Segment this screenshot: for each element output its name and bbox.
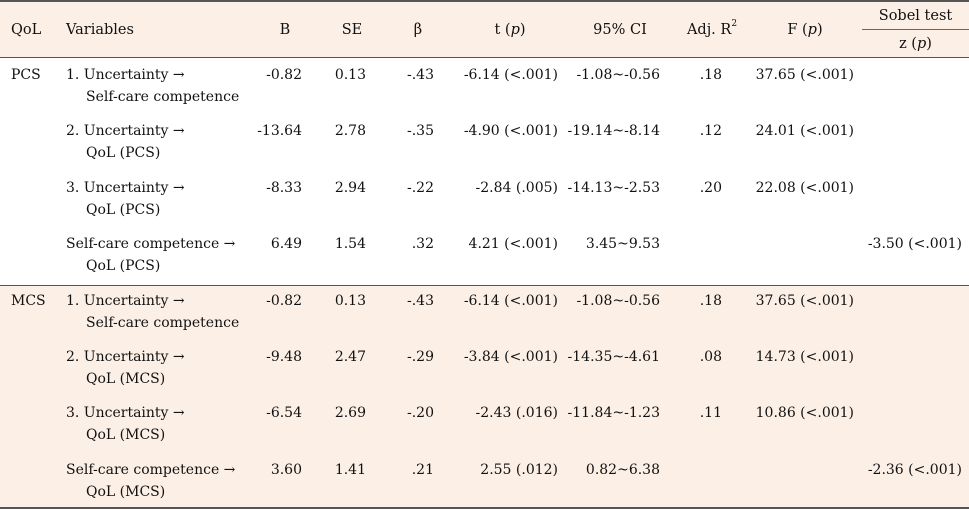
variable-line2: Self-care competence bbox=[86, 315, 240, 331]
beta-value: -.29 bbox=[407, 349, 434, 365]
variable-line2: QoL (MCS) bbox=[86, 484, 166, 500]
beta-value: .21 bbox=[411, 462, 434, 478]
beta-value: -.20 bbox=[407, 405, 434, 421]
se-value: 1.41 bbox=[334, 462, 366, 478]
se-value: 0.13 bbox=[334, 293, 366, 309]
mcs-band bbox=[0, 286, 969, 508]
b-value: 3.60 bbox=[270, 462, 302, 478]
se-value: 1.54 bbox=[334, 236, 366, 252]
t-value: -2.84 (.005) bbox=[475, 180, 558, 196]
header-se: SE bbox=[341, 22, 363, 38]
se-value: 0.13 bbox=[334, 67, 366, 83]
header-variables: Variables bbox=[66, 22, 134, 38]
b-value: -6.54 bbox=[266, 405, 302, 421]
variable-line2: QoL (MCS) bbox=[86, 427, 166, 443]
b-value: -13.64 bbox=[257, 123, 302, 139]
ci-value: -11.84~-1.23 bbox=[567, 405, 660, 421]
f-value: 22.08 (<.001) bbox=[755, 180, 854, 196]
variable-line2: QoL (PCS) bbox=[86, 145, 161, 161]
variable-line1: Self-care competence → bbox=[66, 462, 236, 478]
adjr-value: .12 bbox=[699, 123, 722, 139]
beta-value: .32 bbox=[411, 236, 434, 252]
header-beta: β bbox=[413, 22, 423, 38]
variable-line2: QoL (MCS) bbox=[86, 371, 166, 387]
variable-line2: QoL (PCS) bbox=[86, 258, 161, 274]
variable-line1: 1. Uncertainty → bbox=[66, 293, 185, 309]
adjr-value: .08 bbox=[699, 349, 722, 365]
header-b: B bbox=[279, 22, 291, 38]
variable-line1: Self-care competence → bbox=[66, 236, 236, 252]
adjr-value: .18 bbox=[699, 67, 722, 83]
variable-line1: 3. Uncertainty → bbox=[66, 180, 185, 196]
se-value: 2.69 bbox=[334, 405, 366, 421]
variable-line1: 2. Uncertainty → bbox=[66, 123, 185, 139]
t-value: -6.14 (<.001) bbox=[463, 67, 558, 83]
group-rule bbox=[0, 285, 969, 286]
b-value: -0.82 bbox=[266, 293, 302, 309]
b-value: -9.48 bbox=[266, 349, 302, 365]
beta-value: -.35 bbox=[407, 123, 434, 139]
header-sobel: Sobel test bbox=[878, 8, 953, 24]
adjr-value: .20 bbox=[699, 180, 722, 196]
se-value: 2.78 bbox=[334, 123, 366, 139]
variable-line2: Self-care competence bbox=[86, 89, 240, 105]
header-f: F (p) bbox=[787, 22, 823, 38]
header-band bbox=[0, 0, 969, 57]
group-label-pcs: PCS bbox=[11, 67, 41, 83]
b-value: 6.49 bbox=[270, 236, 302, 252]
t-value: 4.21 (<.001) bbox=[468, 236, 558, 252]
f-value: 37.65 (<.001) bbox=[755, 293, 854, 309]
group-label-mcs: MCS bbox=[11, 293, 46, 309]
header-z: z (p) bbox=[899, 36, 932, 52]
z-value: -2.36 (<.001) bbox=[867, 462, 962, 478]
adjr-value: .18 bbox=[699, 293, 722, 309]
t-value: 2.55 (.012) bbox=[480, 462, 558, 478]
header-t: t (p) bbox=[494, 22, 526, 38]
ci-value: 0.82~6.38 bbox=[585, 462, 660, 478]
z-value: -3.50 (<.001) bbox=[867, 236, 962, 252]
se-value: 2.94 bbox=[334, 180, 366, 196]
adjr-value: .11 bbox=[699, 405, 722, 421]
ci-value: -1.08~-0.56 bbox=[576, 293, 660, 309]
t-value: -3.84 (<.001) bbox=[463, 349, 558, 365]
top-rule bbox=[0, 0, 969, 2]
beta-value: -.22 bbox=[407, 180, 434, 196]
ci-value: -19.14~-8.14 bbox=[567, 123, 660, 139]
se-value: 2.47 bbox=[334, 349, 366, 365]
variable-line1: 1. Uncertainty → bbox=[66, 67, 185, 83]
b-value: -0.82 bbox=[266, 67, 302, 83]
b-value: -8.33 bbox=[266, 180, 302, 196]
variable-line2: QoL (PCS) bbox=[86, 202, 161, 218]
beta-value: -.43 bbox=[407, 67, 434, 83]
sobel-underline bbox=[862, 29, 969, 30]
t-value: -4.90 (<.001) bbox=[463, 123, 558, 139]
ci-value: -14.35~-4.61 bbox=[567, 349, 660, 365]
header-adjr: Adj. R2 bbox=[686, 19, 738, 38]
header-qol: QoL bbox=[11, 22, 42, 38]
ci-value: -14.13~-2.53 bbox=[567, 180, 660, 196]
f-value: 37.65 (<.001) bbox=[755, 67, 854, 83]
f-value: 14.73 (<.001) bbox=[755, 349, 854, 365]
t-value: -2.43 (.016) bbox=[475, 405, 558, 421]
variable-line1: 3. Uncertainty → bbox=[66, 405, 185, 421]
bottom-rule bbox=[0, 507, 969, 509]
f-value: 10.86 (<.001) bbox=[755, 405, 854, 421]
ci-value: 3.45~9.53 bbox=[585, 236, 660, 252]
header-ci: 95% CI bbox=[593, 22, 647, 38]
ci-value: -1.08~-0.56 bbox=[576, 67, 660, 83]
f-value: 24.01 (<.001) bbox=[755, 123, 854, 139]
beta-value: -.43 bbox=[407, 293, 434, 309]
t-value: -6.14 (<.001) bbox=[463, 293, 558, 309]
header-rule bbox=[0, 57, 969, 58]
variable-line1: 2. Uncertainty → bbox=[66, 349, 185, 365]
